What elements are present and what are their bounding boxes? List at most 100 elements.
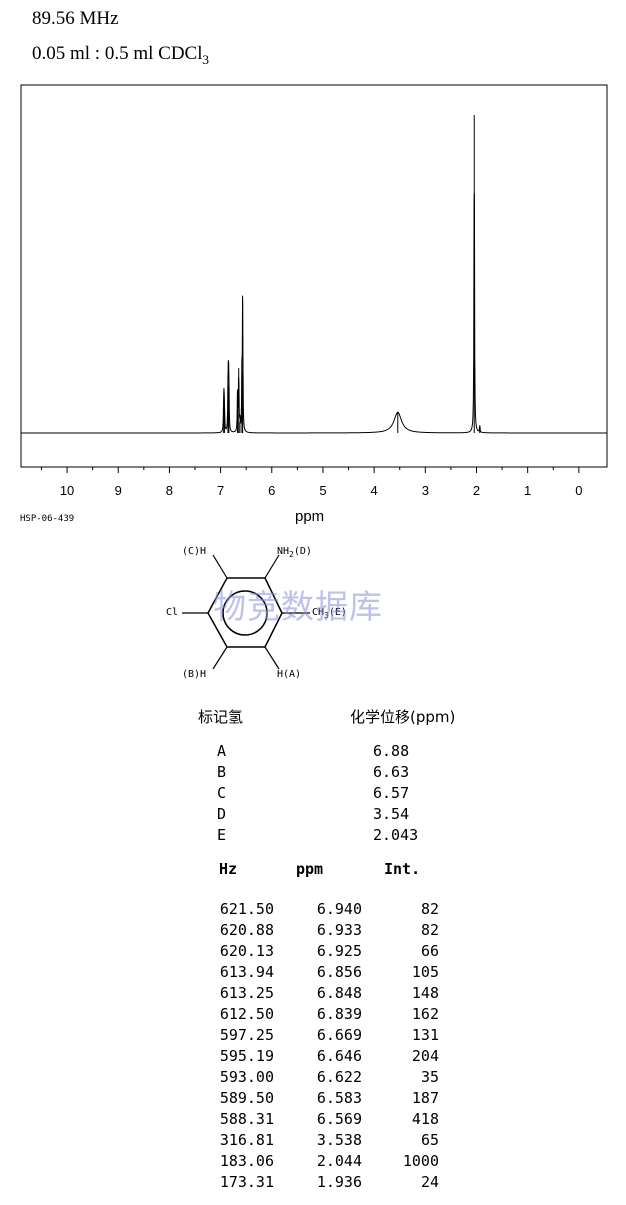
x-tick-label: 4 bbox=[371, 483, 378, 498]
peak-hz: 613.25 bbox=[219, 984, 274, 1002]
peak-int: 65 bbox=[420, 1131, 439, 1149]
ch3-subscript: 3 bbox=[324, 611, 329, 620]
x-axis-tick-labels: 10 9 8 7 6 5 4 3 2 1 0 bbox=[60, 483, 583, 498]
table-row: 589.50 6.583 187 bbox=[200, 1089, 440, 1110]
spectrum-code: HSP-06-439 bbox=[20, 514, 75, 524]
assign-header-label: 标记氢 bbox=[198, 708, 244, 726]
label-b: (B)H bbox=[182, 669, 207, 680]
peak-int: 24 bbox=[420, 1173, 439, 1191]
table-row: 613.94 6.856 105 bbox=[200, 963, 440, 984]
assign-label: B bbox=[217, 763, 227, 781]
ch3-text: CH bbox=[312, 607, 325, 618]
peak-markers bbox=[223, 115, 481, 433]
peak-ppm: 6.839 bbox=[316, 1005, 362, 1023]
assign-label: C bbox=[217, 784, 227, 802]
table-row: 588.31 6.569 418 bbox=[200, 1110, 440, 1131]
spectrum-trace bbox=[21, 193, 607, 434]
peak-int: 187 bbox=[411, 1089, 439, 1107]
table-row: 597.25 6.669 131 bbox=[200, 1026, 440, 1047]
sample-description: 0.05 ml : 0.5 ml CDCl3 bbox=[32, 43, 209, 68]
watermark: 物竞数据库 bbox=[213, 587, 383, 626]
table-row: 173.31 1.936 24 bbox=[200, 1173, 440, 1194]
peak-hz: 612.50 bbox=[219, 1005, 274, 1023]
peak-header-ppm: ppm bbox=[296, 860, 324, 878]
peak-int: 148 bbox=[411, 984, 439, 1002]
bond-c bbox=[212, 554, 228, 579]
nh2-text: NH bbox=[277, 546, 290, 557]
table-row: 316.81 3.538 65 bbox=[200, 1131, 440, 1152]
assign-shift: 6.57 bbox=[373, 784, 410, 802]
peak-hz: 589.50 bbox=[219, 1089, 274, 1107]
ch3-tag: (E) bbox=[328, 607, 347, 618]
plot-frame bbox=[20, 84, 608, 468]
sample-subscript: 3 bbox=[202, 51, 210, 67]
peak-int: 66 bbox=[420, 942, 439, 960]
peak-ppm: 6.940 bbox=[316, 900, 362, 918]
x-tick-label: 10 bbox=[60, 483, 74, 498]
peak-int: 82 bbox=[420, 921, 439, 939]
assign-label: E bbox=[217, 826, 227, 844]
peak-int: 105 bbox=[411, 963, 439, 981]
table-row: 595.19 6.646 204 bbox=[200, 1047, 440, 1068]
peak-ppm: 3.538 bbox=[316, 1131, 362, 1149]
peak-int: 131 bbox=[411, 1026, 439, 1044]
table-row: 620.13 6.925 66 bbox=[200, 942, 440, 963]
peak-ppm: 6.925 bbox=[316, 942, 362, 960]
table-row: 183.06 2.044 1000 bbox=[200, 1152, 440, 1173]
table-row: 620.88 6.933 82 bbox=[200, 921, 440, 942]
bond-nh2 bbox=[264, 554, 280, 579]
assign-shift: 3.54 bbox=[373, 805, 410, 823]
label-ch3: CH3(E) bbox=[312, 607, 347, 620]
peak-ppm: 6.583 bbox=[316, 1089, 362, 1107]
nh2-tag: (D) bbox=[293, 546, 312, 557]
peak-ppm: 2.044 bbox=[316, 1152, 362, 1170]
peak-int: 82 bbox=[420, 900, 439, 918]
peak-hz: 588.31 bbox=[219, 1110, 274, 1128]
table-row: 621.50 6.940 82 bbox=[200, 900, 440, 921]
x-tick-label: 1 bbox=[524, 483, 531, 498]
label-cl: Cl bbox=[166, 607, 179, 618]
table-row: 612.50 6.839 162 bbox=[200, 1005, 440, 1026]
peak-header-hz: Hz bbox=[219, 860, 238, 878]
x-tick-label: 9 bbox=[115, 483, 122, 498]
peak-hz: 316.81 bbox=[219, 1131, 274, 1149]
peak-ppm: 6.848 bbox=[316, 984, 362, 1002]
peak-ppm: 1.936 bbox=[316, 1173, 362, 1191]
peak-hz: 620.13 bbox=[219, 942, 274, 960]
peak-hz: 620.88 bbox=[219, 921, 274, 939]
x-tick-label: 5 bbox=[319, 483, 326, 498]
peak-hz: 613.94 bbox=[219, 963, 274, 981]
aromatic-circle bbox=[222, 590, 268, 636]
x-tick-label: 3 bbox=[422, 483, 429, 498]
x-axis-ticks bbox=[40, 467, 580, 473]
peak-int: 1000 bbox=[402, 1152, 439, 1170]
assign-header-shift: 化学位移(ppm) bbox=[350, 708, 456, 726]
x-tick-label: 8 bbox=[166, 483, 173, 498]
x-axis-label: ppm bbox=[295, 508, 325, 525]
peak-ppm: 6.933 bbox=[316, 921, 362, 939]
peak-hz: 183.06 bbox=[219, 1152, 274, 1170]
peak-hz: 173.31 bbox=[219, 1173, 274, 1191]
peak-ppm: 6.622 bbox=[316, 1068, 362, 1086]
molecule-structure bbox=[182, 554, 310, 670]
peak-hz: 621.50 bbox=[219, 900, 274, 918]
peak-hz: 593.00 bbox=[219, 1068, 274, 1086]
peak-int: 35 bbox=[420, 1068, 439, 1086]
peak-ppm: 6.856 bbox=[316, 963, 362, 981]
peak-ppm: 6.569 bbox=[316, 1110, 362, 1128]
bond-b bbox=[212, 646, 228, 670]
nh2-subscript: 2 bbox=[289, 550, 294, 559]
x-tick-label: 6 bbox=[268, 483, 275, 498]
table-row: 613.25 6.848 148 bbox=[200, 984, 440, 1005]
label-nh2: NH2(D) bbox=[277, 546, 312, 559]
assign-shift: 6.63 bbox=[373, 763, 410, 781]
x-tick-label: 7 bbox=[217, 483, 224, 498]
label-a: H(A) bbox=[277, 669, 302, 680]
assign-label: A bbox=[217, 742, 227, 760]
peak-header-int: Int. bbox=[384, 860, 421, 878]
peak-ppm: 6.669 bbox=[316, 1026, 362, 1044]
nmr-spectrum-chart: 10 9 8 7 6 5 4 3 2 1 0 bbox=[20, 84, 608, 498]
x-tick-label: 0 bbox=[575, 483, 582, 498]
bond-a bbox=[264, 646, 280, 670]
label-c: (C)H bbox=[182, 546, 207, 557]
